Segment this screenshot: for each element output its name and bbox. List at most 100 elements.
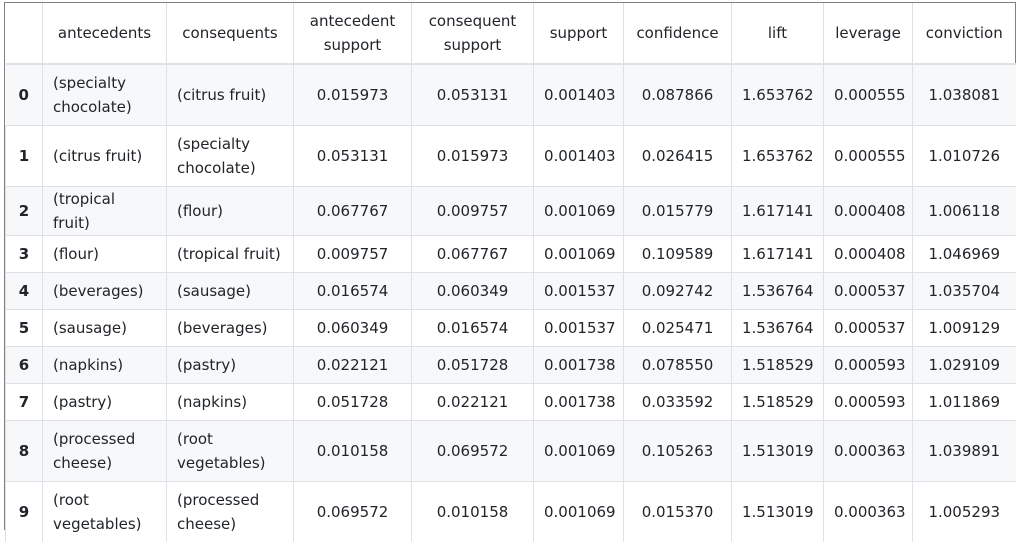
cell-support: 0.001069	[534, 236, 624, 273]
cell-conviction: 1.038081	[913, 64, 1016, 126]
cell-confidence: 0.025471	[624, 310, 732, 347]
cell-leverage: 0.000408	[824, 236, 913, 273]
cell-confidence: 0.105263	[624, 421, 732, 482]
cell-antecedent-support: 0.022121	[294, 347, 412, 384]
header-lift: lift	[732, 3, 824, 64]
cell-antecedent-support: 0.069572	[294, 482, 412, 542]
cell-conviction: 1.006118	[913, 187, 1016, 236]
row-index: 2	[6, 187, 43, 236]
cell-support: 0.001069	[534, 421, 624, 482]
row-index: 0	[6, 64, 43, 126]
cell-lift: 1.513019	[732, 482, 824, 542]
header-row: antecedents consequents antecedent suppo…	[6, 3, 1016, 64]
cell-consequent-support: 0.060349	[412, 273, 534, 310]
cell-leverage: 0.000555	[824, 64, 913, 126]
row-index: 3	[6, 236, 43, 273]
table-body: 0(specialty chocolate)(citrus fruit)0.01…	[6, 64, 1016, 542]
cell-consequent-support: 0.009757	[412, 187, 534, 236]
row-index: 6	[6, 347, 43, 384]
cell-leverage: 0.000537	[824, 273, 913, 310]
cell-leverage: 0.000555	[824, 126, 913, 187]
cell-antecedent-support: 0.010158	[294, 421, 412, 482]
cell-leverage: 0.000593	[824, 384, 913, 421]
cell-lift: 1.536764	[732, 273, 824, 310]
cell-consequent-support: 0.051728	[412, 347, 534, 384]
table-row: 9(root vegetables)(processed cheese)0.06…	[6, 482, 1016, 542]
cell-lift: 1.653762	[732, 64, 824, 126]
header-antecedents: antecedents	[43, 3, 167, 64]
cell-consequent-support: 0.016574	[412, 310, 534, 347]
cell-confidence: 0.092742	[624, 273, 732, 310]
cell-conviction: 1.029109	[913, 347, 1016, 384]
cell-confidence: 0.033592	[624, 384, 732, 421]
cell-consequents: (beverages)	[167, 310, 294, 347]
cell-antecedents: (napkins)	[43, 347, 167, 384]
cell-lift: 1.653762	[732, 126, 824, 187]
row-index: 8	[6, 421, 43, 482]
cell-antecedent-support: 0.016574	[294, 273, 412, 310]
cell-antecedents: (processed cheese)	[43, 421, 167, 482]
header-consequent-support: consequent support	[412, 3, 534, 64]
cell-conviction: 1.039891	[913, 421, 1016, 482]
cell-confidence: 0.015370	[624, 482, 732, 542]
header-index	[6, 3, 43, 64]
cell-antecedents: (specialty chocolate)	[43, 64, 167, 126]
cell-antecedent-support: 0.053131	[294, 126, 412, 187]
cell-antecedents: (root vegetables)	[43, 482, 167, 542]
cell-consequents: (tropical fruit)	[167, 236, 294, 273]
cell-leverage: 0.000363	[824, 421, 913, 482]
cell-antecedent-support: 0.015973	[294, 64, 412, 126]
cell-consequent-support: 0.022121	[412, 384, 534, 421]
cell-lift: 1.513019	[732, 421, 824, 482]
cell-consequent-support: 0.015973	[412, 126, 534, 187]
cell-support: 0.001069	[534, 187, 624, 236]
cell-confidence: 0.087866	[624, 64, 732, 126]
header-support: support	[534, 3, 624, 64]
row-index: 1	[6, 126, 43, 187]
cell-consequent-support: 0.053131	[412, 64, 534, 126]
cell-support: 0.001738	[534, 384, 624, 421]
table-row: 1(citrus fruit)(specialty chocolate)0.05…	[6, 126, 1016, 187]
cell-antecedent-support: 0.060349	[294, 310, 412, 347]
cell-confidence: 0.015779	[624, 187, 732, 236]
cell-support: 0.001537	[534, 273, 624, 310]
cell-conviction: 1.011869	[913, 384, 1016, 421]
header-confidence: confidence	[624, 3, 732, 64]
table-row: 0(specialty chocolate)(citrus fruit)0.01…	[6, 64, 1016, 126]
cell-conviction: 1.046969	[913, 236, 1016, 273]
cell-antecedent-support: 0.067767	[294, 187, 412, 236]
cell-consequents: (root vegetables)	[167, 421, 294, 482]
cell-consequents: (specialty chocolate)	[167, 126, 294, 187]
row-index: 4	[6, 273, 43, 310]
header-leverage: leverage	[824, 3, 913, 64]
cell-antecedents: (flour)	[43, 236, 167, 273]
cell-consequent-support: 0.010158	[412, 482, 534, 542]
table-row: 8(processed cheese)(root vegetables)0.01…	[6, 421, 1016, 482]
cell-antecedents: (beverages)	[43, 273, 167, 310]
cell-support: 0.001403	[534, 64, 624, 126]
cell-consequents: (flour)	[167, 187, 294, 236]
cell-confidence: 0.109589	[624, 236, 732, 273]
cell-antecedent-support: 0.009757	[294, 236, 412, 273]
cell-antecedents: (sausage)	[43, 310, 167, 347]
cell-conviction: 1.005293	[913, 482, 1016, 542]
cell-confidence: 0.078550	[624, 347, 732, 384]
cell-antecedents: (citrus fruit)	[43, 126, 167, 187]
cell-lift: 1.518529	[732, 384, 824, 421]
cell-support: 0.001403	[534, 126, 624, 187]
cell-consequents: (sausage)	[167, 273, 294, 310]
header-conviction: conviction	[913, 3, 1016, 64]
cell-conviction: 1.010726	[913, 126, 1016, 187]
cell-support: 0.001537	[534, 310, 624, 347]
cell-confidence: 0.026415	[624, 126, 732, 187]
cell-leverage: 0.000363	[824, 482, 913, 542]
association-rules-table: antecedents consequents antecedent suppo…	[5, 3, 1016, 542]
cell-leverage: 0.000537	[824, 310, 913, 347]
cell-lift: 1.617141	[732, 236, 824, 273]
cell-consequents: (pastry)	[167, 347, 294, 384]
cell-antecedent-support: 0.051728	[294, 384, 412, 421]
header-antecedent-support: antecedent support	[294, 3, 412, 64]
cell-conviction: 1.009129	[913, 310, 1016, 347]
